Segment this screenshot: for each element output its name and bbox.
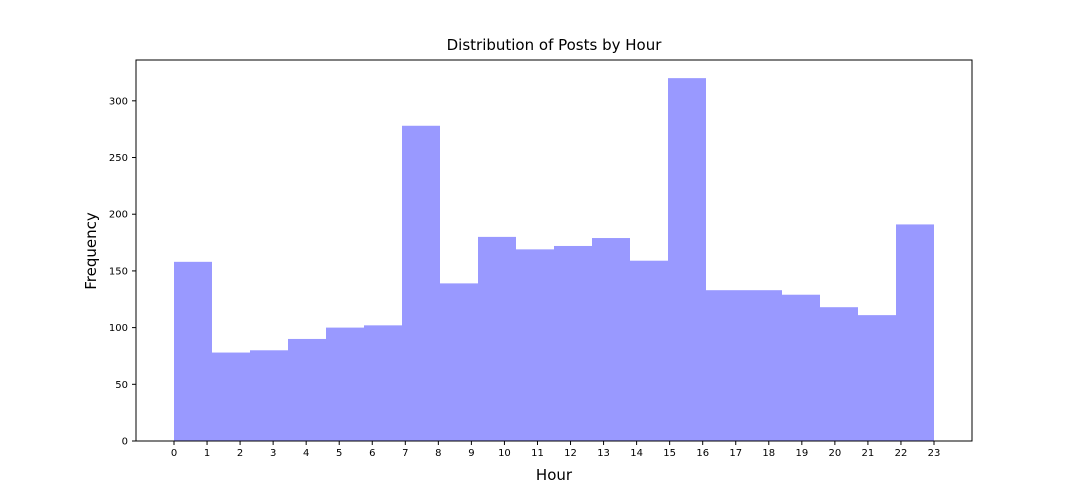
x-tick-label-20: 20 — [829, 448, 842, 459]
histogram-bar-18 — [858, 315, 896, 441]
x-axis-ticks: 0 1 2 3 4 5 6 7 8 9 10 11 12 13 14 15 16 17 18 19 20 21 22 23 — [171, 441, 941, 459]
histogram-bar-13 — [668, 78, 706, 442]
y-tick-label-6: 300 — [109, 96, 128, 107]
x-tick-label-18: 18 — [762, 448, 775, 459]
y-axis-ticks: 0 50 100 150 200 250 300 — [109, 96, 136, 448]
histogram-bar-4 — [326, 327, 364, 441]
x-tick-label-23: 23 — [928, 448, 941, 459]
histogram-bar-3 — [288, 338, 326, 441]
histogram-bar-17 — [820, 307, 858, 441]
y-tick-label-5: 250 — [109, 153, 128, 164]
x-tick-label-3: 3 — [270, 448, 276, 459]
x-tick-label-7: 7 — [402, 448, 408, 459]
x-tick-label-21: 21 — [862, 448, 875, 459]
x-axis-label: Hour — [536, 466, 573, 484]
histogram-bar-16 — [782, 294, 820, 441]
plot-frame — [135, 59, 973, 442]
histogram-bar-12 — [630, 260, 668, 441]
histogram-bar-19 — [896, 224, 934, 441]
bars-group — [174, 78, 934, 442]
y-tick-label-0: 0 — [122, 437, 128, 448]
histogram-bar-8 — [478, 236, 516, 441]
y-tick-label-4: 200 — [109, 210, 128, 221]
x-tick-label-2: 2 — [237, 448, 243, 459]
histogram-bar-0 — [174, 261, 212, 441]
y-tick-label-2: 100 — [109, 323, 128, 334]
x-tick-label-22: 22 — [895, 448, 908, 459]
histogram-bar-14 — [706, 290, 744, 441]
histogram-bar-1 — [212, 352, 250, 441]
x-tick-label-8: 8 — [435, 448, 441, 459]
x-tick-label-13: 13 — [597, 448, 610, 459]
x-tick-label-10: 10 — [498, 448, 511, 459]
y-tick-label-3: 150 — [109, 266, 128, 277]
x-tick-label-16: 16 — [696, 448, 709, 459]
histogram-bar-10 — [554, 245, 592, 441]
y-axis-label: Frequency — [82, 212, 100, 290]
x-tick-label-17: 17 — [729, 448, 742, 459]
chart-title: Distribution of Posts by Hour — [447, 36, 663, 54]
x-tick-label-1: 1 — [204, 448, 210, 459]
x-tick-label-6: 6 — [369, 448, 375, 459]
y-tick-label-1: 50 — [115, 380, 128, 391]
x-tick-label-0: 0 — [171, 448, 177, 459]
x-tick-label-5: 5 — [336, 448, 342, 459]
x-tick-label-9: 9 — [468, 448, 474, 459]
x-tick-label-12: 12 — [564, 448, 577, 459]
histogram-bar-2 — [250, 350, 288, 441]
x-tick-label-11: 11 — [531, 448, 544, 459]
x-tick-label-19: 19 — [795, 448, 808, 459]
histogram-bar-11 — [592, 238, 630, 441]
histogram-bar-7 — [440, 283, 478, 441]
x-tick-label-4: 4 — [303, 448, 309, 459]
x-tick-label-14: 14 — [630, 448, 643, 459]
histogram-bar-15 — [744, 290, 782, 441]
histogram-bar-9 — [516, 249, 554, 441]
histogram-bar-6 — [402, 125, 440, 442]
x-tick-label-15: 15 — [663, 448, 676, 459]
histogram-bar-5 — [364, 325, 402, 441]
